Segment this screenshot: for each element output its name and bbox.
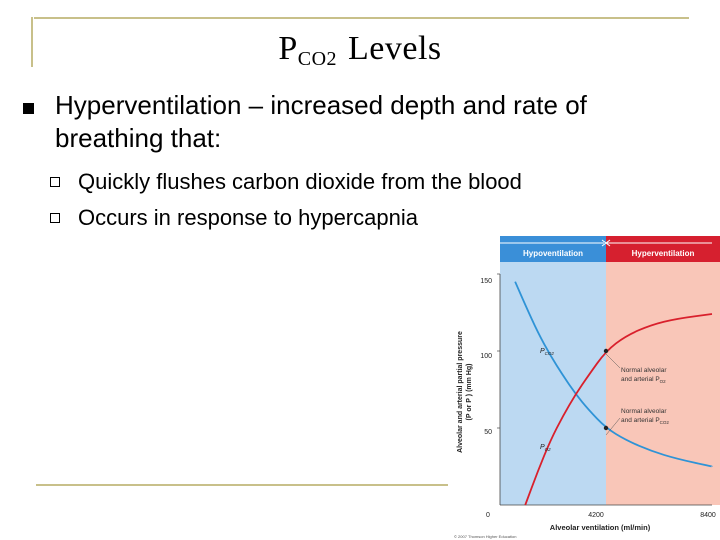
square-bullet-icon xyxy=(23,103,34,114)
annotation-pco2: Normal alveolar and arterial PCO2 xyxy=(621,408,669,425)
footer-rule xyxy=(36,484,448,486)
ventilation-chart: Hypoventilation Hyperventilation PCO2 PO… xyxy=(454,236,720,539)
title-rest: Levels xyxy=(339,30,442,67)
double-arrow-icon xyxy=(601,239,611,247)
main-bullet-text: Hyperventilation – increased depth and r… xyxy=(55,90,587,153)
po2-curve xyxy=(524,313,713,506)
hollow-square-bullet-icon xyxy=(50,213,60,223)
hollow-square-bullet-icon xyxy=(50,177,60,187)
title-main: P xyxy=(278,30,298,67)
x-axis-label: Alveolar ventilation (ml/min) xyxy=(550,523,651,532)
y-axis-label-line2: (P or P ) (mm Hg) xyxy=(466,364,473,421)
annotation-po2: Normal alveolar and arterial PO2 xyxy=(621,367,668,384)
sub-bullet-text: Quickly flushes carbon dioxide from the … xyxy=(78,169,522,194)
title-rule-top xyxy=(34,17,689,19)
ventilation-figure: Hypoventilation Hyperventilation PCO2 PO… xyxy=(440,232,720,540)
hyperventilation-label: Hyperventilation xyxy=(632,249,695,258)
y-tick-50: 50 xyxy=(484,429,492,436)
normal-pco2-point xyxy=(603,425,609,431)
hypoventilation-region xyxy=(500,262,606,505)
sub-bullet-text: Occurs in response to hypercapnia xyxy=(78,205,418,230)
x-tick-0: 0 xyxy=(486,512,490,519)
hypoventilation-label: Hypoventilation xyxy=(523,249,583,258)
title-rule-left xyxy=(31,17,33,67)
slide-title: PCO2 Levels xyxy=(0,30,720,71)
hypoventilation-header xyxy=(500,236,606,262)
title-subscript: CO2 xyxy=(297,48,338,70)
normal-po2-point xyxy=(603,348,609,354)
annotation-leader-pco2 xyxy=(605,417,621,436)
annotation-leader-po2 xyxy=(605,353,621,369)
x-tick-8400: 8400 xyxy=(700,512,716,519)
po2-curve-label: PO2 xyxy=(540,444,551,452)
y-tick-150: 150 xyxy=(480,278,492,285)
copyright-text: © 2007 Thomson Higher Education xyxy=(454,534,516,539)
hyperventilation-header xyxy=(606,236,720,262)
x-tick-4200: 4200 xyxy=(588,512,604,519)
y-axis-label-line1: Alveolar and arterial partial pressure xyxy=(457,331,464,453)
pco2-curve xyxy=(514,281,713,468)
y-tick-100: 100 xyxy=(480,353,492,360)
pco2-curve-label: PCO2 xyxy=(540,348,554,356)
